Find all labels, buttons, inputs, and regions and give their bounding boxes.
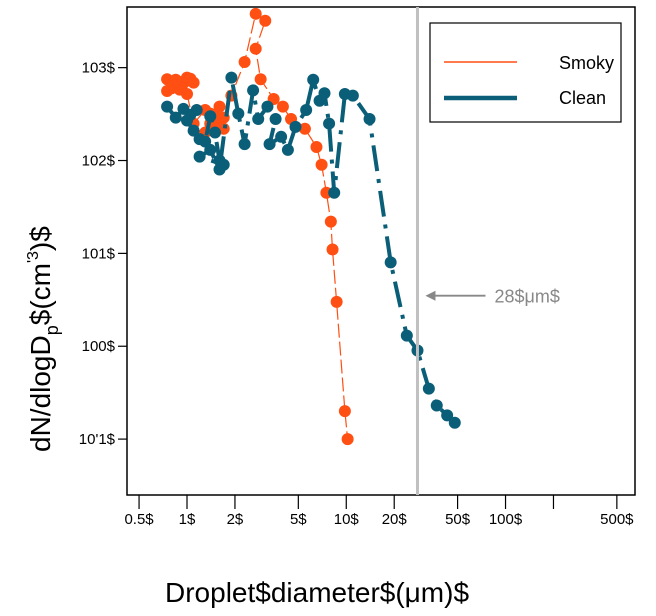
y-tick-label: 102$ xyxy=(82,153,116,170)
data-point-smoky xyxy=(298,122,311,135)
legend: Smoky Clean xyxy=(429,22,622,123)
x-tick-label: 10$ xyxy=(334,511,360,528)
data-point-clean xyxy=(190,103,203,116)
data-point-clean xyxy=(187,124,200,137)
data-point-smoky xyxy=(259,14,272,27)
data-point-smoky xyxy=(181,88,194,101)
data-point-clean xyxy=(209,126,222,139)
data-point-clean xyxy=(225,71,238,84)
annotation-label: 28$μm$ xyxy=(494,287,559,307)
data-point-clean xyxy=(281,143,294,156)
data-point-clean xyxy=(346,89,359,102)
x-tick-label: 5$ xyxy=(290,511,307,528)
data-point-clean xyxy=(307,73,320,86)
data-point-clean xyxy=(232,107,245,120)
data-point-clean xyxy=(213,163,226,176)
data-point-smoky xyxy=(330,295,343,308)
y-tick-label: 103$ xyxy=(82,60,116,77)
y-tick-label: 100$ xyxy=(82,338,116,355)
data-point-clean xyxy=(328,186,341,199)
series-smoky xyxy=(161,7,354,446)
plot-frame xyxy=(126,6,636,496)
data-point-clean xyxy=(204,143,217,156)
x-tick-label: 500$ xyxy=(600,511,634,528)
data-point-clean xyxy=(252,112,265,125)
annotation-arrowhead xyxy=(425,290,436,301)
data-point-clean xyxy=(169,111,182,124)
data-point-clean xyxy=(238,138,251,151)
y-axis-label-superscript: '3 xyxy=(25,251,42,263)
data-point-smoky xyxy=(249,42,262,55)
x-axis-label: Droplet$diameter$(μm)$ xyxy=(165,577,469,608)
y-axis-label-main: dN/dlogD xyxy=(25,335,56,452)
y-tick-label: 101$ xyxy=(82,245,116,262)
data-point-clean xyxy=(422,382,435,395)
x-tick-label: 2$ xyxy=(227,511,244,528)
reference-line: 28$μm$ xyxy=(415,7,560,495)
data-point-smoky xyxy=(238,56,251,69)
svg-text:dN/dlogDp$(cm'3)$: dN/dlogDp$(cm'3)$ xyxy=(25,226,62,452)
legend-box xyxy=(429,22,622,123)
y-axis-label-subscript: p xyxy=(42,325,62,335)
data-point-smoky xyxy=(324,215,337,228)
data-point-smoky xyxy=(213,100,226,113)
data-point-smoky xyxy=(249,7,262,20)
data-point-clean xyxy=(204,110,217,123)
data-point-clean xyxy=(430,399,443,412)
x-tick-label: 1$ xyxy=(179,511,196,528)
data-point-clean xyxy=(247,84,260,97)
data-point-clean xyxy=(363,112,376,125)
legend-label-clean: Clean xyxy=(559,88,606,108)
y-axis-label-unit: $(cm xyxy=(25,263,56,325)
data-point-clean xyxy=(323,117,336,130)
x-tick-label: 50$ xyxy=(445,511,471,528)
data-point-smoky xyxy=(315,158,328,171)
data-point-clean xyxy=(289,120,302,133)
data-point-smoky xyxy=(341,433,354,446)
data-point-clean xyxy=(261,100,274,113)
x-tick-label: 100$ xyxy=(489,511,523,528)
series-layer xyxy=(161,7,461,446)
data-point-clean xyxy=(384,256,397,269)
data-point-clean xyxy=(263,138,276,151)
data-point-clean xyxy=(400,329,413,342)
y-axis-label: dN/dlogDp$(cm'3)$ xyxy=(25,226,62,452)
data-point-clean xyxy=(448,416,461,429)
data-point-clean xyxy=(318,87,331,100)
data-point-clean xyxy=(269,112,282,125)
data-point-smoky xyxy=(187,76,200,89)
x-axis: 0.5$ 1$ 2$ 5$ 10$ 20$ 50$ 100$ 500$ xyxy=(124,495,634,528)
y-axis: 10'1$ 100$ 101$ 102$ 103$ xyxy=(79,60,127,448)
data-point-smoky xyxy=(310,140,323,153)
data-point-clean xyxy=(181,114,194,127)
data-point-smoky xyxy=(326,243,339,256)
data-point-clean xyxy=(161,100,174,113)
data-point-smoky xyxy=(338,405,351,418)
y-tick-label: 10'1$ xyxy=(79,431,116,448)
x-tick-label: 0.5$ xyxy=(124,511,154,528)
x-tick-label: 20$ xyxy=(382,511,408,528)
data-point-clean xyxy=(275,130,288,143)
legend-label-smoky: Smoky xyxy=(559,53,614,73)
data-point-clean xyxy=(300,103,313,116)
data-point-smoky xyxy=(254,73,267,86)
y-axis-label-end: )$ xyxy=(25,226,56,251)
data-point-smoky xyxy=(276,100,289,113)
data-point-clean xyxy=(193,150,206,163)
data-point-clean xyxy=(441,409,454,422)
